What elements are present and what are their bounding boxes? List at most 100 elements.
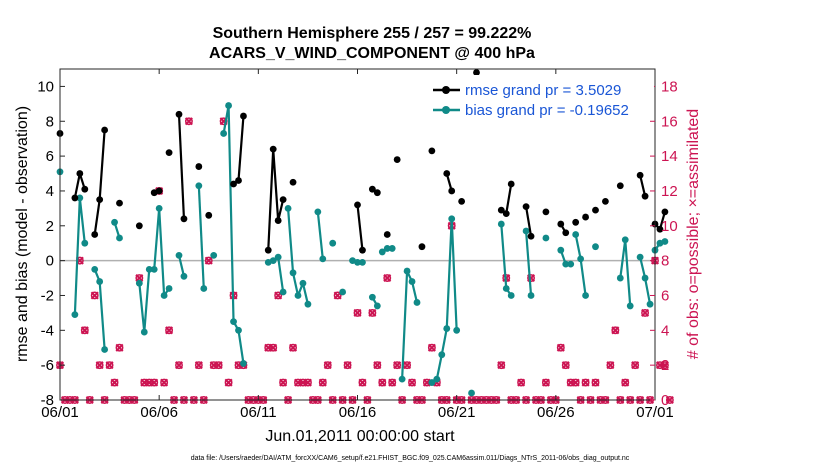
obs-assimilated-point — [115, 343, 124, 352]
rmse-point — [274, 217, 282, 224]
obs-x-stroke — [403, 361, 412, 370]
x-tick-label: 07/01 — [636, 404, 674, 421]
bias-point — [101, 346, 109, 353]
obs-x-stroke — [422, 378, 431, 387]
bias-point — [557, 246, 565, 254]
bias-point — [413, 299, 421, 306]
obs-assimilated-point — [174, 361, 184, 370]
obs-x-stroke — [279, 378, 288, 387]
obs-possible-point — [204, 256, 213, 265]
rmse-point — [165, 149, 173, 157]
obs-x-stroke — [80, 326, 89, 335]
rmse-point — [522, 203, 530, 211]
obs-possible-point — [571, 378, 580, 387]
obs-possible-point — [591, 378, 600, 387]
y2-tick-label: 2 — [661, 357, 669, 374]
bias-segment — [197, 185, 205, 289]
bias-point — [507, 292, 515, 299]
bias-point — [304, 300, 312, 308]
bias-point — [383, 245, 391, 252]
rmse-point — [289, 178, 297, 186]
bias-point — [378, 248, 386, 256]
obs-possible-point — [269, 343, 278, 352]
obs-possible-point — [318, 378, 327, 387]
obs-x-stroke — [556, 343, 565, 352]
bias-point — [294, 292, 302, 299]
rmse-point — [91, 231, 99, 238]
obs-possible-point — [517, 378, 526, 387]
rmse-segment — [356, 204, 364, 251]
rmse-point — [661, 208, 669, 216]
bias-point — [592, 243, 599, 251]
y2-tick-label: 4 — [661, 322, 669, 339]
y2-tick-label: 12 — [661, 183, 678, 200]
obs-possible-point — [373, 361, 382, 370]
obs-x-stroke — [110, 378, 119, 387]
bias-point — [626, 302, 634, 310]
obs-x-stroke — [621, 378, 630, 387]
y-axis-label: rmse and bias (model - observation) — [14, 106, 31, 362]
obs-x-stroke — [90, 291, 99, 300]
obs-x-stroke — [611, 326, 620, 335]
rmse-point — [264, 246, 272, 254]
bias-point — [140, 328, 148, 336]
bias-point — [195, 182, 203, 190]
obs-possible-point — [631, 361, 640, 370]
x-tick-label: 06/16 — [339, 404, 377, 421]
bias-point — [398, 375, 406, 383]
legend-bias-label: bias grand pr = -0.19652 — [465, 102, 629, 119]
bias-point — [135, 279, 143, 287]
rmse-point — [180, 215, 188, 223]
obs-possible-point — [358, 378, 367, 387]
bias-point — [314, 208, 322, 216]
obs-possible-point — [333, 291, 342, 300]
obs-x-stroke — [194, 361, 203, 370]
bias-point — [225, 102, 232, 109]
obs-possible-point — [656, 361, 664, 370]
y2-tick-label: 16 — [661, 113, 678, 130]
obs-possible-point — [606, 361, 615, 370]
bias-point — [373, 302, 381, 310]
obs-assimilated-point — [150, 378, 159, 387]
obs-possible-point — [641, 308, 650, 317]
bias-point — [299, 279, 307, 287]
y2-tick-label: 10 — [661, 218, 678, 235]
obs-possible-point — [581, 378, 590, 387]
bias-point — [155, 204, 163, 212]
bias-point — [200, 285, 208, 292]
rmse-point — [81, 185, 89, 193]
obs-assimilated-point — [660, 361, 669, 370]
y-tick-label: 6 — [46, 148, 54, 165]
y2-tick-label: 6 — [661, 287, 669, 304]
rmse-point — [205, 211, 213, 219]
legend: rmse grand pr = 3.5029 bias grand pr = -… — [430, 75, 654, 119]
obs-possible-point — [160, 378, 169, 387]
legend-rmse-label: rmse grand pr = 3.5029 — [465, 82, 621, 99]
obs-possible-point — [660, 361, 669, 370]
obs-possible-point — [497, 361, 506, 370]
obs-assimilated-point — [90, 291, 99, 300]
rmse-point — [101, 126, 109, 134]
bias-point — [96, 278, 104, 285]
bias-point — [468, 389, 475, 397]
obs-assimilated-point — [224, 378, 233, 387]
rmse-point — [71, 194, 79, 202]
obs-assimilated-point — [606, 361, 615, 370]
obs-possible-point — [110, 378, 119, 387]
rmse-point — [368, 185, 376, 193]
rmse-point — [428, 147, 436, 155]
obs-x-stroke — [388, 378, 397, 387]
obs-assimilated-point — [343, 361, 352, 370]
rmse-point — [473, 69, 480, 76]
obs-assimilated-point — [581, 378, 590, 387]
obs-assimilated-point — [665, 395, 674, 405]
legend-box — [430, 75, 654, 119]
y-tick-label: 8 — [46, 113, 54, 130]
bias-point — [368, 293, 376, 301]
x-tick-label: 06/11 — [240, 404, 276, 421]
obs-x-stroke — [224, 378, 233, 387]
rmse-point — [135, 222, 143, 230]
bias-point — [269, 257, 277, 265]
rmse-series — [56, 69, 669, 254]
rmse-point — [641, 192, 649, 200]
